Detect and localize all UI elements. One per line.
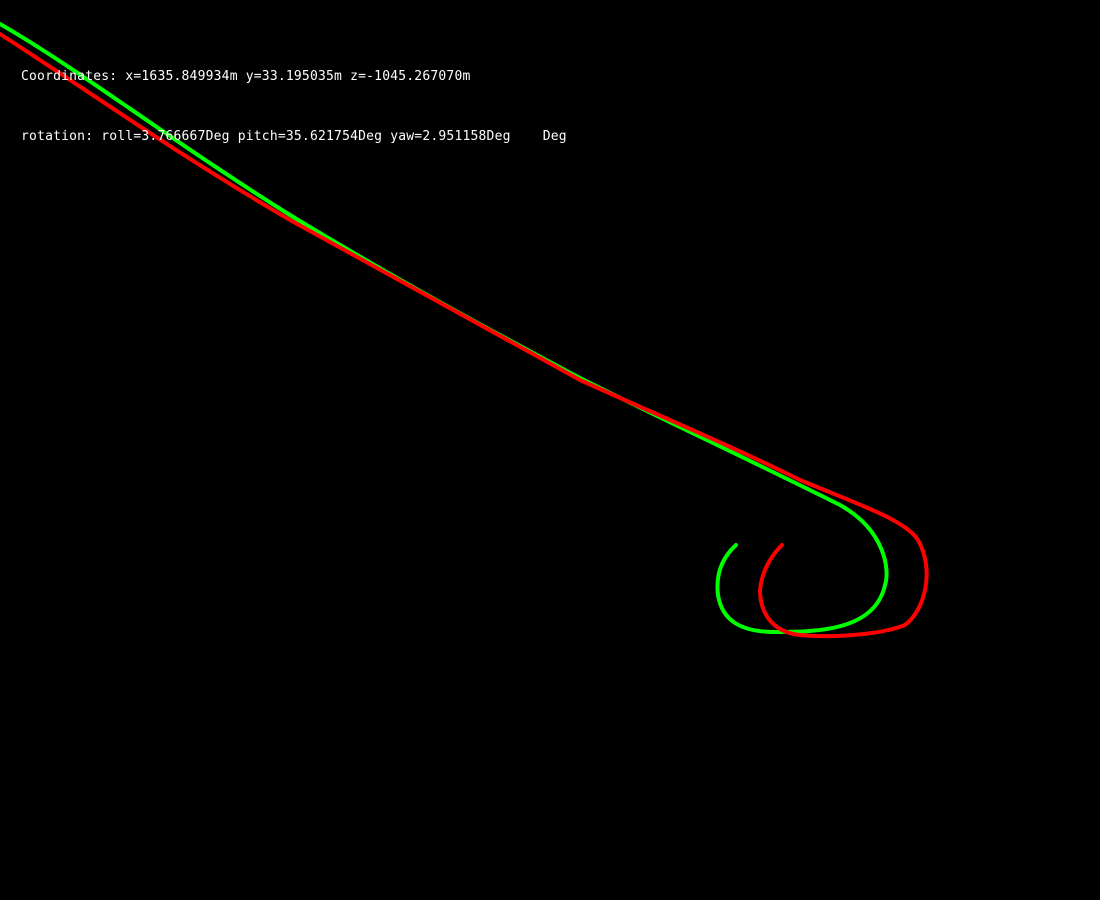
red-trajectory-path <box>0 32 929 639</box>
green-trajectory-path <box>0 22 889 634</box>
coordinates-readout: Coordinates: x=1635.849934m y=33.195035m… <box>21 69 471 84</box>
pose-readout: Coordinates: x=1635.849934m y=33.195035m… <box>21 27 567 167</box>
rotation-readout: rotation: roll=3.766667Deg pitch=35.6217… <box>21 129 567 144</box>
